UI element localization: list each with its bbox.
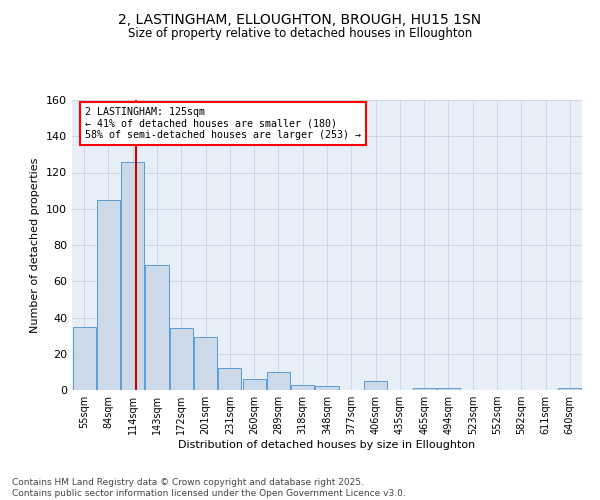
Bar: [170, 328, 193, 390]
Bar: [559, 388, 581, 390]
Bar: [121, 162, 144, 390]
Text: Size of property relative to detached houses in Elloughton: Size of property relative to detached ho…: [128, 28, 472, 40]
Text: 2, LASTINGHAM, ELLOUGHTON, BROUGH, HU15 1SN: 2, LASTINGHAM, ELLOUGHTON, BROUGH, HU15 …: [118, 12, 482, 26]
Text: Contains HM Land Registry data © Crown copyright and database right 2025.
Contai: Contains HM Land Registry data © Crown c…: [12, 478, 406, 498]
Bar: [267, 372, 290, 390]
Bar: [364, 381, 387, 390]
Bar: [291, 384, 314, 390]
Bar: [73, 326, 95, 390]
Text: 2 LASTINGHAM: 125sqm
← 41% of detached houses are smaller (180)
58% of semi-deta: 2 LASTINGHAM: 125sqm ← 41% of detached h…: [85, 108, 361, 140]
Bar: [97, 200, 120, 390]
Bar: [242, 379, 266, 390]
Bar: [194, 338, 217, 390]
Bar: [316, 386, 338, 390]
Bar: [145, 265, 169, 390]
Y-axis label: Number of detached properties: Number of detached properties: [31, 158, 40, 332]
Bar: [437, 388, 460, 390]
Bar: [218, 368, 241, 390]
X-axis label: Distribution of detached houses by size in Elloughton: Distribution of detached houses by size …: [178, 440, 476, 450]
Bar: [413, 388, 436, 390]
